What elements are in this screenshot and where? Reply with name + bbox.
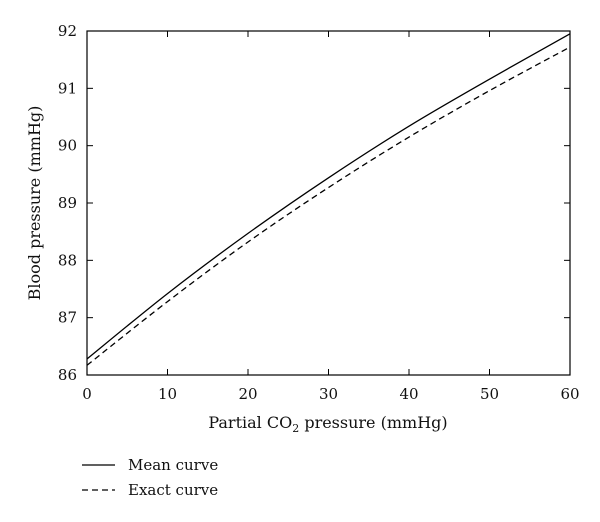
x-axis-ticks: 0 10 20 30 40 50 60 (82, 31, 580, 403)
y-tick-label-1: 87 (58, 309, 77, 327)
x-tick-label-4: 40 (399, 385, 418, 403)
y-axis-label: Blood pressure (mmHg) (25, 106, 44, 301)
y-tick-label-6: 92 (58, 22, 77, 40)
series-line-exact (86, 46, 571, 366)
x-tick-label-5: 50 (480, 385, 499, 403)
series-line-mean (86, 33, 571, 360)
x-tick-label-6: 60 (560, 385, 579, 403)
x-tick-label-2: 20 (238, 385, 257, 403)
legend-label-mean: Mean curve (128, 456, 218, 474)
plot-frame (86, 30, 571, 376)
legend: Mean curve Exact curve (82, 456, 218, 499)
legend-label-exact: Exact curve (128, 481, 218, 499)
x-axis-label: Partial CO2 pressure (mmHg) (208, 413, 447, 435)
y-tick-label-2: 88 (58, 251, 77, 269)
y-axis-ticks: 86 87 88 89 90 91 92 (58, 22, 570, 384)
y-tick-label-0: 86 (58, 366, 77, 384)
x-tick-label-0: 0 (82, 385, 92, 403)
y-tick-label-5: 91 (58, 79, 77, 97)
x-tick-label-1: 10 (158, 385, 177, 403)
y-tick-label-4: 90 (58, 137, 77, 155)
series-layer (86, 33, 571, 366)
x-tick-label-3: 30 (319, 385, 338, 403)
y-tick-label-3: 89 (58, 194, 77, 212)
